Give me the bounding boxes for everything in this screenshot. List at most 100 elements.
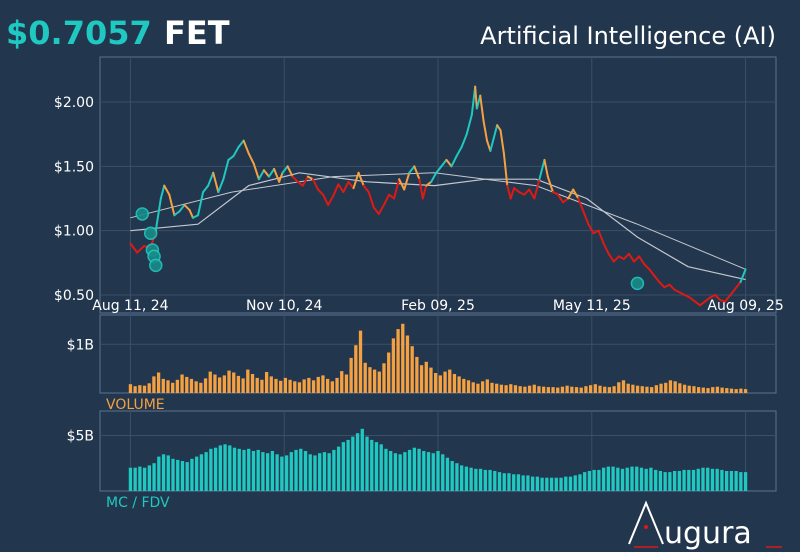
mc-fdv-bar xyxy=(483,469,487,491)
volume-bar xyxy=(387,352,391,393)
volume-bar xyxy=(546,387,550,393)
mc-fdv-bar xyxy=(407,449,412,491)
price-line-segment xyxy=(273,167,281,183)
volume-bar xyxy=(448,369,452,393)
volume-bar xyxy=(241,378,245,393)
price-x-tick-label: Feb 09, 25 xyxy=(401,298,475,314)
volume-bar xyxy=(664,382,668,393)
price-line-segment xyxy=(734,281,742,290)
mc-fdv-bar xyxy=(294,449,298,491)
mc-fdv-bar xyxy=(261,452,265,491)
mc-fdv-bar xyxy=(658,471,663,491)
mc-fdv-bar xyxy=(478,468,483,491)
volume-bar xyxy=(208,371,212,393)
volume-bar xyxy=(288,379,292,393)
price-panel: $2.00 $1.50 $1.00 $0.50 Aug 11, 24 Nov 10, 2… xyxy=(54,56,784,314)
volume-bar xyxy=(330,381,334,393)
volume-bar xyxy=(133,386,137,393)
mc-fdv-bar xyxy=(142,467,147,491)
volume-bar xyxy=(279,380,283,393)
volume-bar xyxy=(264,372,269,393)
volume-bar xyxy=(579,387,583,393)
volume-bar xyxy=(311,380,316,393)
mc-fdv-bar xyxy=(625,467,629,491)
price-line-segment xyxy=(509,187,516,200)
volume-bar xyxy=(523,386,527,393)
mc-fdv-bar xyxy=(743,472,748,491)
price-line-segment xyxy=(489,137,495,152)
volume-bar xyxy=(138,385,142,393)
volume-bar xyxy=(725,388,729,393)
mc-fdv-bar xyxy=(204,452,208,491)
volume-bar xyxy=(189,378,194,393)
price-line-segment xyxy=(421,184,428,200)
volume-bar xyxy=(462,378,466,393)
volume-bar xyxy=(696,387,701,393)
price-line-segment xyxy=(154,197,162,232)
price-line-segment xyxy=(492,124,499,140)
volume-bar xyxy=(246,369,250,393)
mc-fdv-bar xyxy=(299,448,303,491)
volume-bar xyxy=(621,380,626,393)
volume-bar xyxy=(175,379,180,393)
mc-fdv-bar xyxy=(228,445,232,491)
price-line-segment xyxy=(257,169,265,181)
price-line-segment xyxy=(430,171,438,183)
mc-fdv-bar xyxy=(540,477,544,491)
volume-bar xyxy=(199,382,203,393)
mc-fdv-bar xyxy=(289,452,293,491)
volume-bar xyxy=(260,379,264,393)
mc-fdv-bar xyxy=(308,454,312,491)
volume-bar xyxy=(405,335,410,393)
mc-fdv-bar xyxy=(668,472,672,491)
price-line-segment xyxy=(242,139,250,155)
mc-fdv-bar xyxy=(412,447,416,491)
price-line-segment xyxy=(173,210,181,217)
volume-bar xyxy=(363,362,367,393)
price-line-segment xyxy=(372,206,380,215)
mc-fdv-bar xyxy=(426,452,431,491)
mc-fdv-bar xyxy=(512,474,516,491)
mc-fdv-bar xyxy=(734,471,738,491)
volume-bar xyxy=(588,385,593,393)
mc-fdv-bar xyxy=(417,448,421,491)
volume-bar xyxy=(335,377,339,393)
mc-fdv-bar xyxy=(474,468,478,491)
price-line-segment xyxy=(367,191,375,209)
mc-fdv-bar xyxy=(649,467,653,491)
mc-fdv-bar xyxy=(639,467,644,491)
mc-fdv-bar xyxy=(346,439,350,491)
mc-fdv-bar xyxy=(133,467,137,491)
price-line-segment xyxy=(178,203,186,213)
price-line-segment xyxy=(232,146,240,158)
volume-bar xyxy=(415,356,419,393)
volume-bar xyxy=(570,386,574,393)
price-line-segment xyxy=(668,283,676,291)
volume-bar xyxy=(344,374,349,393)
volume-bar xyxy=(255,377,259,393)
volume-bar xyxy=(626,383,630,393)
volume-bar xyxy=(584,386,588,393)
volume-bar xyxy=(729,388,734,393)
volume-bars xyxy=(128,323,748,394)
volume-bar xyxy=(476,383,480,393)
price-line-segment xyxy=(693,300,701,307)
volume-bar xyxy=(250,374,255,393)
mc-fdv-bar xyxy=(502,473,506,491)
price-line-segment xyxy=(362,184,370,194)
volume-bar xyxy=(650,387,654,393)
price-y-tick-label: $0.50 xyxy=(54,288,94,304)
price-line-segment xyxy=(332,183,340,197)
mc-fdv-bar xyxy=(379,444,383,491)
mc-fdv-bar xyxy=(739,472,743,491)
price-line-segment xyxy=(450,155,458,168)
mc-fdv-bar xyxy=(403,452,407,491)
mc-fdv-bar xyxy=(265,453,270,491)
mc-fdv-bar xyxy=(318,453,322,491)
volume-bar xyxy=(518,386,522,393)
price-line-segment xyxy=(582,210,590,226)
price-line-segment xyxy=(163,184,171,196)
logo-text: ugura xyxy=(664,516,752,551)
price-line-segment xyxy=(538,158,546,181)
price-line-segment xyxy=(523,188,531,196)
